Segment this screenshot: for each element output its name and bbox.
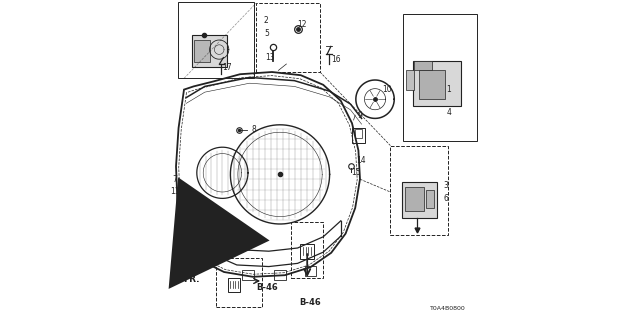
FancyBboxPatch shape <box>406 70 415 90</box>
Text: 4: 4 <box>447 108 451 116</box>
Text: 1: 1 <box>447 85 451 94</box>
FancyBboxPatch shape <box>405 187 424 211</box>
Text: 3: 3 <box>443 181 448 190</box>
FancyBboxPatch shape <box>426 190 434 208</box>
FancyBboxPatch shape <box>402 182 437 218</box>
Text: 8: 8 <box>251 240 256 249</box>
Text: T0A4B0800: T0A4B0800 <box>430 306 466 311</box>
Text: B-46: B-46 <box>300 298 321 307</box>
FancyBboxPatch shape <box>193 40 210 62</box>
FancyBboxPatch shape <box>415 61 432 70</box>
Text: 17: 17 <box>223 63 232 72</box>
Text: 5: 5 <box>264 29 269 38</box>
Text: 6: 6 <box>443 194 448 203</box>
Text: 14: 14 <box>356 156 365 164</box>
Text: 16: 16 <box>332 55 341 64</box>
FancyBboxPatch shape <box>192 35 227 67</box>
FancyBboxPatch shape <box>413 61 461 106</box>
Text: 13: 13 <box>266 53 275 62</box>
Text: 12: 12 <box>298 20 307 28</box>
Text: 8: 8 <box>251 125 256 134</box>
Text: B-46: B-46 <box>256 284 278 292</box>
Text: 2: 2 <box>264 16 269 25</box>
Text: 11: 11 <box>170 188 180 196</box>
Text: 9: 9 <box>358 111 363 120</box>
FancyBboxPatch shape <box>419 70 445 99</box>
Text: 10: 10 <box>383 85 392 94</box>
Text: 7: 7 <box>172 175 177 184</box>
Text: 15: 15 <box>351 168 361 177</box>
Text: FR.: FR. <box>183 276 200 284</box>
